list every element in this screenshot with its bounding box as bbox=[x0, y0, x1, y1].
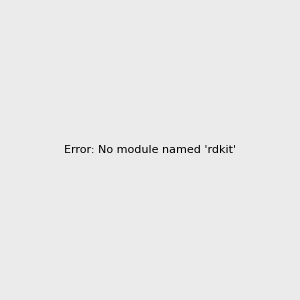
Text: Error: No module named 'rdkit': Error: No module named 'rdkit' bbox=[64, 145, 236, 155]
